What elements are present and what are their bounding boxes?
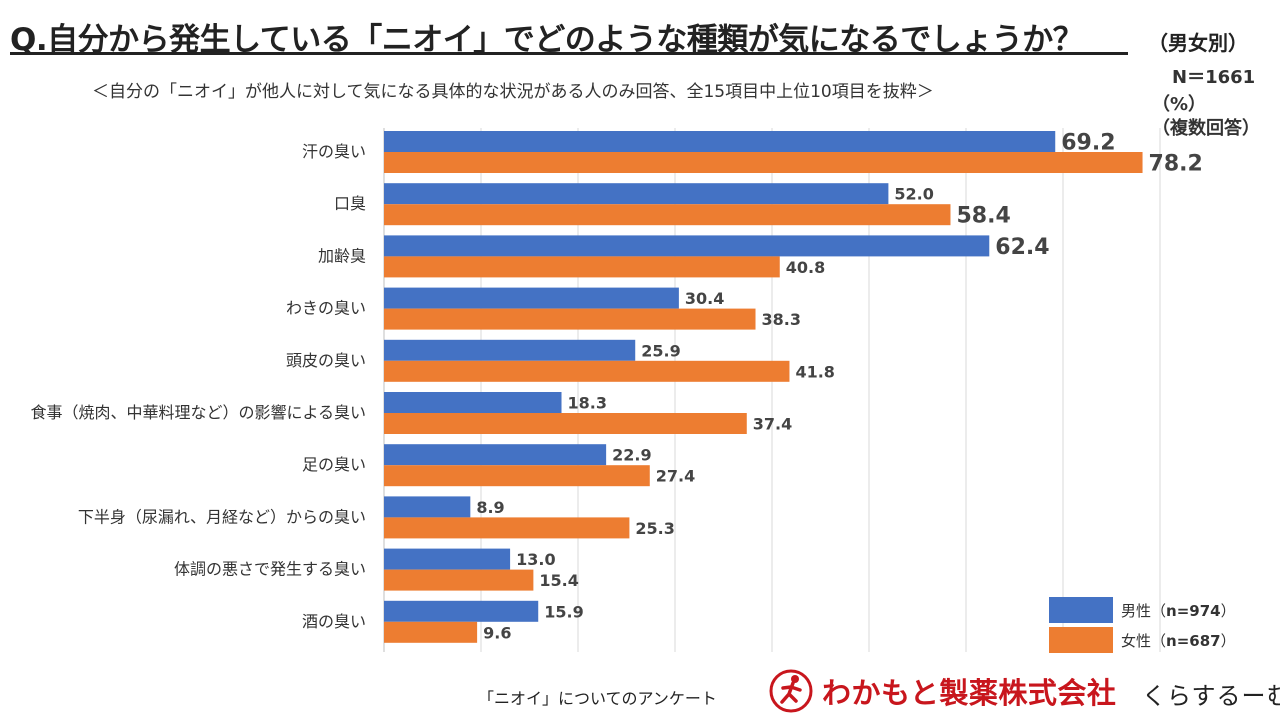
bar-female	[384, 517, 630, 539]
value-label-female: 25.3	[635, 519, 674, 538]
category-label: 加齢臭	[318, 246, 366, 265]
bar-male	[384, 392, 562, 413]
value-label-female: 40.8	[786, 258, 825, 277]
value-label-male: 25.9	[641, 341, 680, 360]
value-label-male: 52.0	[894, 185, 933, 204]
value-label-female: 27.4	[656, 467, 695, 486]
value-label-female: 38.3	[762, 310, 801, 329]
legend-label-male: 男性（n=974）	[1121, 601, 1236, 620]
category-label: 口臭	[334, 194, 366, 213]
bar-male	[384, 287, 679, 309]
category-label: 頭皮の臭い	[286, 351, 366, 370]
category-label: 酒の臭い	[302, 612, 366, 631]
bar-female	[384, 256, 780, 278]
legend-label-female: 女性（n=687）	[1121, 631, 1236, 650]
category-label: 足の臭い	[302, 455, 366, 474]
value-label-female: 58.4	[956, 204, 1010, 229]
bar-female	[384, 204, 951, 226]
value-label-male: 13.0	[516, 550, 555, 569]
bar-male	[384, 235, 990, 257]
value-label-female: 37.4	[753, 415, 792, 434]
bar-female	[384, 621, 478, 643]
value-label-female: 9.6	[483, 623, 511, 642]
bar-male	[384, 183, 889, 205]
bar-male	[384, 131, 1056, 152]
bar-female	[384, 413, 747, 434]
bar-male	[384, 548, 511, 570]
value-label-male: 15.9	[544, 602, 583, 621]
value-label-male: 18.3	[568, 394, 607, 413]
title-underline	[10, 52, 1128, 55]
category-label: わきの臭い	[286, 299, 366, 318]
bar-female	[384, 360, 790, 382]
bar-female	[384, 152, 1143, 173]
category-label: 食事（焼肉、中華料理など）の影響による臭い	[30, 403, 366, 422]
company-name: わかもと製薬株式会社	[822, 676, 1117, 710]
bar-male	[384, 444, 607, 466]
value-label-male: 30.4	[685, 289, 724, 308]
value-label-male: 69.2	[1061, 131, 1115, 156]
value-label-female: 41.8	[795, 362, 834, 381]
bar-male	[384, 339, 636, 361]
category-label: 下半身（尿漏れ、月経など）からの臭い	[78, 507, 366, 526]
sample-size: N＝1661	[1172, 67, 1256, 88]
bar-female	[384, 465, 650, 487]
bar-male	[384, 600, 539, 622]
chart-subtitle: ＜自分の「ニオイ」が他人に対して気になる具体的な状況がある人のみ回答、全15項目…	[92, 82, 934, 102]
runner-emblem-icon	[769, 669, 813, 713]
chart-legend: 男性（n=974） 女性（n=687）	[1049, 595, 1236, 655]
category-label: 体調の悪さで発生する臭い	[174, 560, 366, 579]
value-label-male: 22.9	[612, 446, 651, 465]
legend-item-female: 女性（n=687）	[1049, 625, 1236, 655]
bar-male	[384, 496, 471, 518]
survey-caption: 「ニオイ」についてのアンケート	[478, 689, 717, 708]
bar-female	[384, 569, 534, 591]
value-label-male: 62.4	[995, 235, 1049, 260]
value-label-female: 15.4	[539, 571, 578, 590]
legend-swatch-female	[1049, 627, 1113, 653]
value-label-male: 8.9	[476, 498, 504, 517]
value-label-female: 78.2	[1149, 152, 1203, 177]
bar-female	[384, 308, 756, 330]
legend-item-male: 男性（n=974）	[1049, 595, 1236, 625]
brand-name: くらするーむ	[1142, 682, 1280, 710]
multi-answer-note: （複数回答）	[1152, 118, 1260, 139]
title-note: （男女別）	[1148, 31, 1248, 55]
legend-swatch-male	[1049, 597, 1113, 623]
unit-label: （%）	[1152, 94, 1207, 115]
category-label: 汗の臭い	[302, 142, 366, 161]
